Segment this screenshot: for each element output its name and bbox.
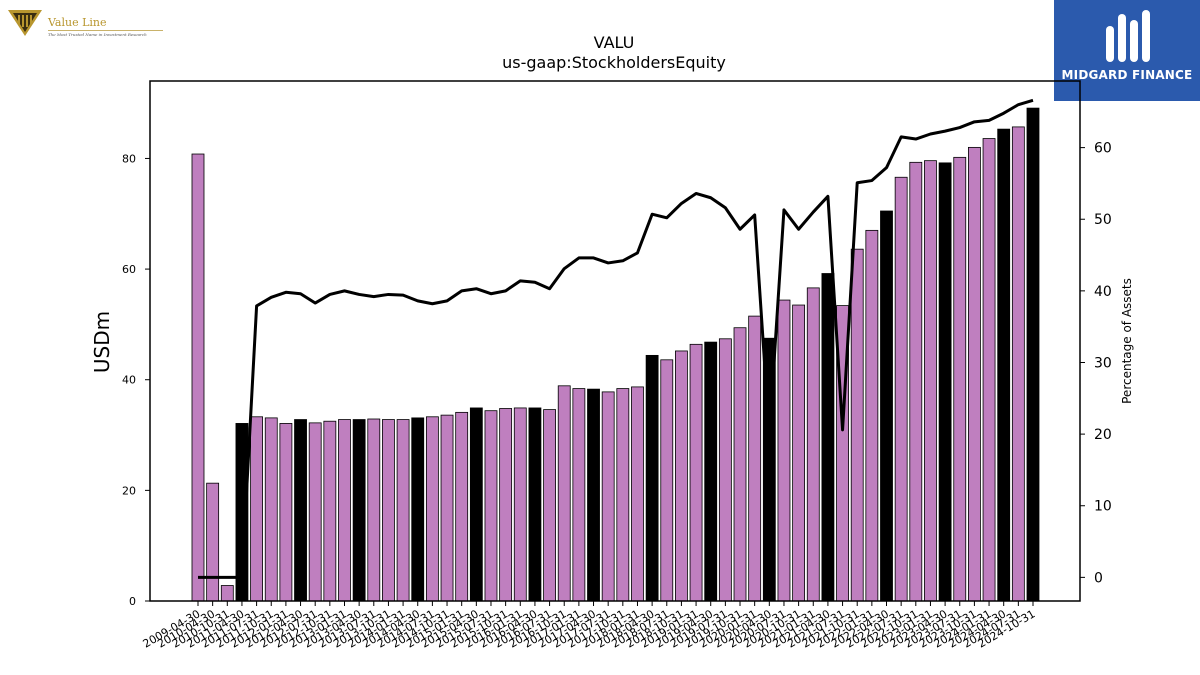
y2-tick-label: 60 <box>1094 141 1112 157</box>
y2-tick-label: 20 <box>1094 427 1112 443</box>
bar-2023-07-31 <box>953 156 967 602</box>
bar-2017-01-31 <box>572 388 586 602</box>
y2-tick-label: 10 <box>1094 499 1112 515</box>
bar-2021-04-30 <box>821 273 835 602</box>
value-line-emblem-icon <box>8 10 42 36</box>
bar-2018-04-30 <box>645 354 659 602</box>
bar-2024-10-31 <box>1026 107 1040 602</box>
bar-2024-04-30 <box>997 128 1011 602</box>
bar-2019-01-31 <box>689 343 703 602</box>
bar-2018-01-31 <box>631 386 644 602</box>
bar-2019-07-31 <box>718 338 732 602</box>
bar-2021-01-31 <box>806 287 820 602</box>
bar-2022-07-31 <box>894 176 908 602</box>
y-axis-ticks: 0 20 40 60 80 <box>122 152 150 608</box>
bar-2023-04-30 <box>938 162 952 602</box>
bar-2020-07-31 <box>777 299 791 602</box>
pct-assets-line <box>198 98 1034 579</box>
chart-title: VALU <box>594 33 635 52</box>
x-axis-ticks: 2009-04-302010-04-302010-10-312011-04-30… <box>141 601 1038 651</box>
y-axis-label: USDm <box>90 311 114 373</box>
bar-2022-04-30 <box>880 210 893 602</box>
midgard-finance-name: MIDGARD FINANCE <box>1061 68 1193 82</box>
midgard-emblem-icon <box>1106 10 1150 62</box>
bar-2013-07-31 <box>367 418 381 602</box>
bar-2010-04-30 <box>206 482 220 602</box>
bar-2024-07-31 <box>1011 126 1025 602</box>
y-tick-label: 20 <box>122 484 136 497</box>
bar-2014-07-31 <box>425 416 439 602</box>
bar-2016-01-31 <box>513 407 527 602</box>
y2-axis-label: Percentage of Assets <box>1120 278 1134 404</box>
bar-2024-01-31 <box>982 138 996 602</box>
y-tick-label: 40 <box>122 374 136 387</box>
bar-2016-04-30 <box>528 407 542 602</box>
bar-2013-01-31 <box>338 419 351 602</box>
value-line-name: Value Line <box>48 16 107 29</box>
bar-2010-10-31 <box>220 585 234 602</box>
bar-2019-10-31 <box>733 327 747 602</box>
bar-2011-10-31 <box>264 417 278 602</box>
value-line-logo: Value Line The Most Trusted Name in Inve… <box>6 6 166 40</box>
pct-assets-series <box>198 98 1034 579</box>
y-tick-label: 80 <box>122 152 136 165</box>
bar-2022-10-31 <box>909 161 923 602</box>
bar-series <box>191 107 1040 602</box>
y2-tick-label: 30 <box>1094 355 1112 371</box>
bar-2017-10-31 <box>616 388 630 602</box>
bar-2016-07-31 <box>543 409 556 602</box>
value-line-rule <box>48 30 163 31</box>
bar-2021-10-31 <box>850 248 864 602</box>
bar-2015-04-30 <box>469 407 483 602</box>
bar-2018-10-31 <box>675 350 688 602</box>
bar-2013-10-31 <box>382 419 395 602</box>
bar-2020-01-31 <box>748 315 762 602</box>
bar-2014-01-31 <box>396 419 410 602</box>
bar-2014-10-31 <box>440 414 454 602</box>
bar-2012-04-30 <box>294 419 307 602</box>
bar-2012-01-31 <box>279 423 293 602</box>
bar-2023-10-31 <box>968 146 981 602</box>
bar-2020-10-31 <box>792 304 806 602</box>
bar-2014-04-30 <box>411 417 425 602</box>
y2-tick-label: 50 <box>1094 212 1112 228</box>
bar-2013-04-30 <box>352 419 366 602</box>
plot-frame <box>149 80 1081 602</box>
y-tick-label: 60 <box>122 263 136 276</box>
value-line-tagline: The Most Trusted Name in Investment Rese… <box>48 32 147 37</box>
chart-subtitle: us-gaap:StockholdersEquity <box>502 53 726 72</box>
y2-axis-ticks: 0 10 20 30 40 50 60 <box>1080 141 1112 586</box>
bar-2015-10-31 <box>499 408 513 602</box>
bar-2015-07-31 <box>484 410 498 602</box>
bar-2017-04-30 <box>587 388 600 602</box>
bar-2015-01-31 <box>455 411 469 602</box>
y-tick-label: 0 <box>129 595 136 608</box>
midgard-finance-logo: MIDGARD FINANCE <box>1054 0 1200 101</box>
bar-2009-04-30 <box>191 153 205 602</box>
bar-2011-07-31 <box>250 416 263 602</box>
bar-2018-07-31 <box>660 359 674 602</box>
bar-2012-10-31 <box>323 420 337 602</box>
bar-2022-01-31 <box>865 229 879 602</box>
y2-tick-label: 40 <box>1094 284 1112 300</box>
bar-2019-04-30 <box>704 341 718 602</box>
y2-tick-label: 0 <box>1094 570 1103 586</box>
bar-2016-10-31 <box>557 385 571 602</box>
bar-2023-01-31 <box>924 160 937 602</box>
bar-2012-07-31 <box>308 422 322 602</box>
bar-2017-07-31 <box>601 391 615 602</box>
